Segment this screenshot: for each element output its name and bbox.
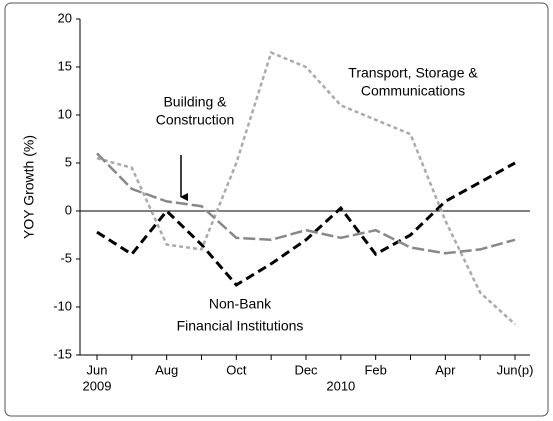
y-axis-label: YOY Growth (%) [21, 135, 37, 239]
y-tick-label: 10 [58, 106, 72, 121]
y-tick-label: 0 [65, 202, 72, 217]
series-label: Construction [156, 112, 235, 128]
y-tick-label: 20 [58, 10, 72, 25]
x-tick-label: Aug [155, 362, 178, 377]
series-label: Communications [361, 83, 465, 99]
series-label: Building & [163, 94, 227, 110]
frame [4, 2, 549, 417]
series-line [96, 161, 516, 287]
series-line [96, 152, 516, 255]
x-group-label: 2009 [83, 378, 112, 393]
x-tick-label: Oct [226, 362, 247, 377]
y-tick-label: -15 [53, 346, 72, 361]
series-label: Non-Bank [209, 296, 272, 312]
x-group-label: 2010 [326, 378, 355, 393]
y-tick-label: -10 [53, 298, 72, 313]
series-label: Transport, Storage & [348, 65, 478, 81]
x-tick-label: Jun(p) [497, 362, 534, 377]
series-line [96, 50, 516, 326]
x-tick-label: Dec [294, 362, 318, 377]
x-tick-label: Feb [364, 362, 386, 377]
y-tick-label: 15 [58, 58, 72, 73]
series-label: Financial Institutions [177, 318, 304, 334]
x-tick-label: Apr [435, 362, 456, 377]
x-tick-label: Jun [87, 362, 108, 377]
y-tick-label: -5 [60, 250, 72, 265]
y-tick-label: 5 [65, 154, 72, 169]
